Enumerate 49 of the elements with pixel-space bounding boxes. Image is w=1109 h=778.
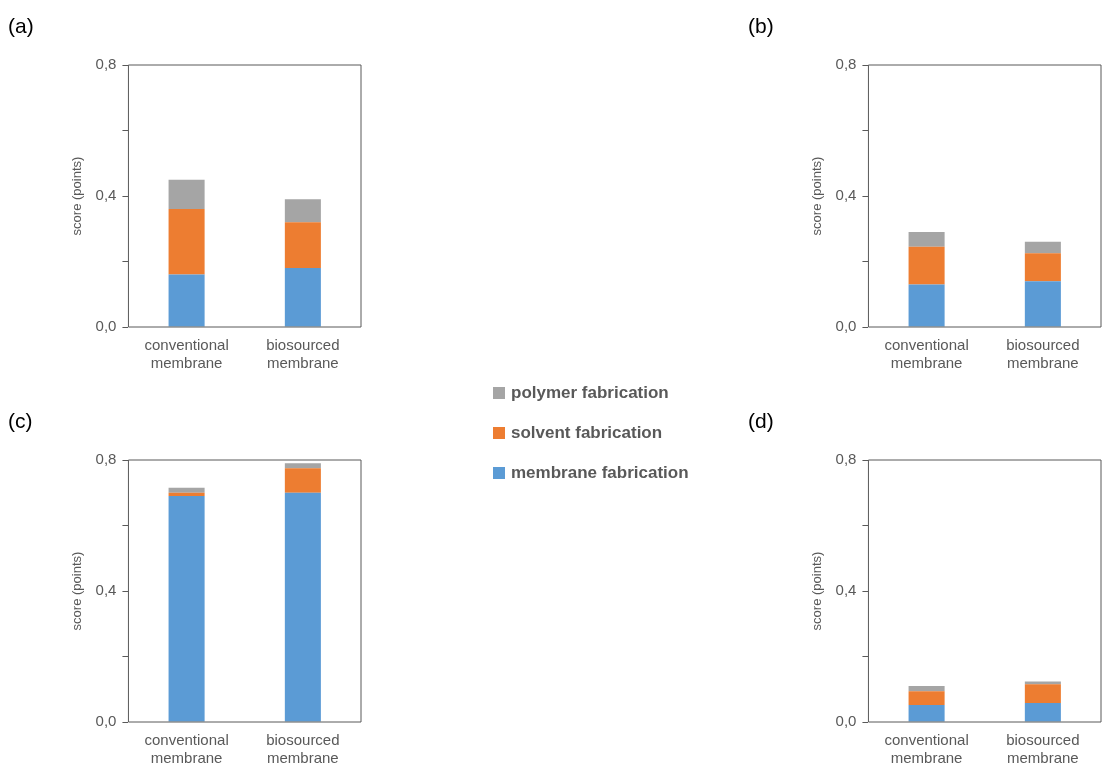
bar — [908, 246, 945, 285]
bar — [168, 492, 205, 497]
y-tick-label: 0,8 — [835, 450, 857, 468]
chart-title: (c) — [8, 409, 33, 433]
y-tick-label: 0,0 — [95, 712, 117, 730]
bar — [1024, 281, 1061, 327]
x-tick-label: conventional membrane — [144, 731, 229, 767]
bar — [168, 487, 205, 493]
bar — [168, 179, 205, 210]
x-tick-label: biosourced membrane — [1006, 731, 1080, 767]
bar — [908, 232, 945, 247]
y-axis-title: score (points) — [809, 551, 825, 631]
x-tick-label: conventional membrane — [884, 731, 969, 767]
y-tick-label: 0,8 — [95, 450, 117, 468]
bar — [1024, 241, 1061, 254]
chart-title: (d) — [748, 409, 774, 433]
bar — [168, 496, 205, 722]
bar — [284, 492, 321, 722]
bar — [284, 222, 321, 269]
legend-label: solvent fabrication — [511, 423, 663, 443]
y-tick-label: 0,0 — [95, 317, 117, 335]
legend-label: polymer fabrication — [511, 383, 669, 403]
y-tick-label: 0,4 — [835, 581, 857, 599]
y-axis-title: score (points) — [69, 156, 85, 236]
legend-label: membrane fabrication — [511, 463, 689, 483]
y-tick-label: 0,8 — [835, 55, 857, 73]
y-tick-label: 0,0 — [835, 317, 857, 335]
y-tick-label: 0,0 — [835, 712, 857, 730]
x-tick-label: biosourced membrane — [266, 731, 340, 767]
bar — [168, 209, 205, 275]
y-axis-title: score (points) — [69, 551, 85, 631]
chart-title: (a) — [8, 14, 34, 38]
x-tick-label: conventional membrane — [144, 336, 229, 372]
bar — [1024, 253, 1061, 282]
bar — [284, 199, 321, 223]
x-tick-label: biosourced membrane — [1006, 336, 1080, 372]
y-tick-label: 0,4 — [835, 186, 857, 204]
x-tick-label: conventional membrane — [884, 336, 969, 372]
x-tick-label: biosourced membrane — [266, 336, 340, 372]
bar — [284, 268, 321, 327]
bar — [284, 463, 321, 469]
bar — [908, 284, 945, 327]
bar — [284, 468, 321, 493]
y-axis-title: score (points) — [809, 156, 825, 236]
y-tick-label: 0,4 — [95, 581, 117, 599]
chart-title: (b) — [748, 14, 774, 38]
y-tick-label: 0,8 — [95, 55, 117, 73]
y-tick-label: 0,4 — [95, 186, 117, 204]
bar — [168, 274, 205, 327]
